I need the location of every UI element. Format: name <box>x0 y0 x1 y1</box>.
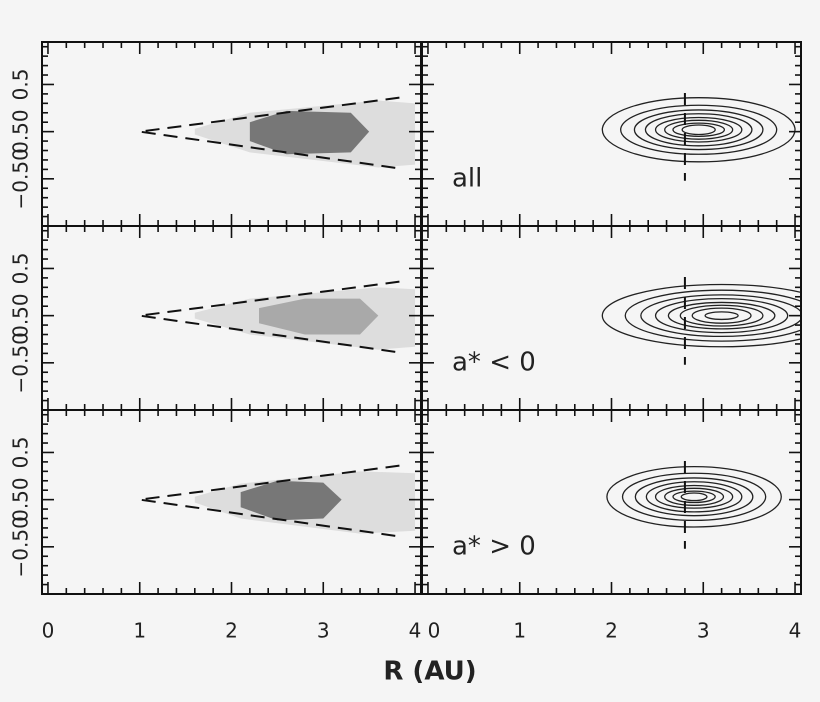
y-tick-label: 0.5 <box>9 69 33 101</box>
contour <box>691 307 752 324</box>
contour <box>667 301 776 330</box>
y-tick-label: 0.50 <box>9 109 33 154</box>
scatter-cloud-dense <box>249 110 370 155</box>
contour <box>624 289 801 342</box>
contour <box>644 113 753 147</box>
contour <box>704 311 739 321</box>
y-tick-label: 0.50 <box>9 293 33 338</box>
x-tick-label: 1 <box>513 619 526 643</box>
contour <box>620 104 778 155</box>
contour <box>654 116 743 143</box>
y-tick-label: 0.5 <box>9 437 33 469</box>
contour <box>664 487 725 506</box>
contour <box>680 492 708 502</box>
panel <box>601 276 801 365</box>
y-tick-label: 0.5 <box>9 253 33 285</box>
x-tick-label: 2 <box>225 619 238 643</box>
contour <box>634 477 754 517</box>
panel <box>139 280 416 354</box>
x-tick-label: 4 <box>789 619 802 643</box>
contour <box>601 97 796 163</box>
x-tick-label: 0 <box>428 619 441 643</box>
contour <box>672 122 726 138</box>
y-tick-label: 0.50 <box>9 477 33 522</box>
contour <box>606 465 782 528</box>
contour <box>679 304 764 327</box>
y-tick-label: −0.50 <box>9 516 33 577</box>
scatter-cloud-dense <box>259 298 379 335</box>
panel <box>601 92 796 181</box>
contour <box>645 481 743 513</box>
x-tick-label: 2 <box>605 619 618 643</box>
x-tick-label: 0 <box>42 619 55 643</box>
panel-label: a* > 0 <box>452 531 536 561</box>
panel-frame <box>421 409 802 595</box>
panel-label: a* < 0 <box>452 347 536 377</box>
x-tick-label: 3 <box>697 619 710 643</box>
scatter-cloud-sparse <box>194 287 416 350</box>
x-tick-label: 1 <box>133 619 146 643</box>
x-axis-label: R (AU) <box>383 657 476 687</box>
x-tick-label: 3 <box>317 619 330 643</box>
contour <box>654 298 789 334</box>
panel-label: all <box>452 163 482 193</box>
contour <box>633 109 764 151</box>
panel <box>139 96 416 170</box>
contour <box>621 472 767 522</box>
contour <box>681 124 716 136</box>
panel-frame <box>421 41 802 227</box>
y-tick-label: −0.50 <box>9 332 33 393</box>
panel-frame <box>421 225 802 411</box>
panel <box>606 460 782 549</box>
scatter-cloud-dense <box>240 480 342 521</box>
contour <box>664 119 734 140</box>
contour <box>640 294 801 338</box>
contour <box>654 484 734 509</box>
panel <box>139 464 416 538</box>
contour <box>601 283 801 348</box>
y-tick-label: −0.50 <box>9 148 33 209</box>
x-tick-label: 4 <box>409 619 422 643</box>
contour <box>672 490 716 504</box>
